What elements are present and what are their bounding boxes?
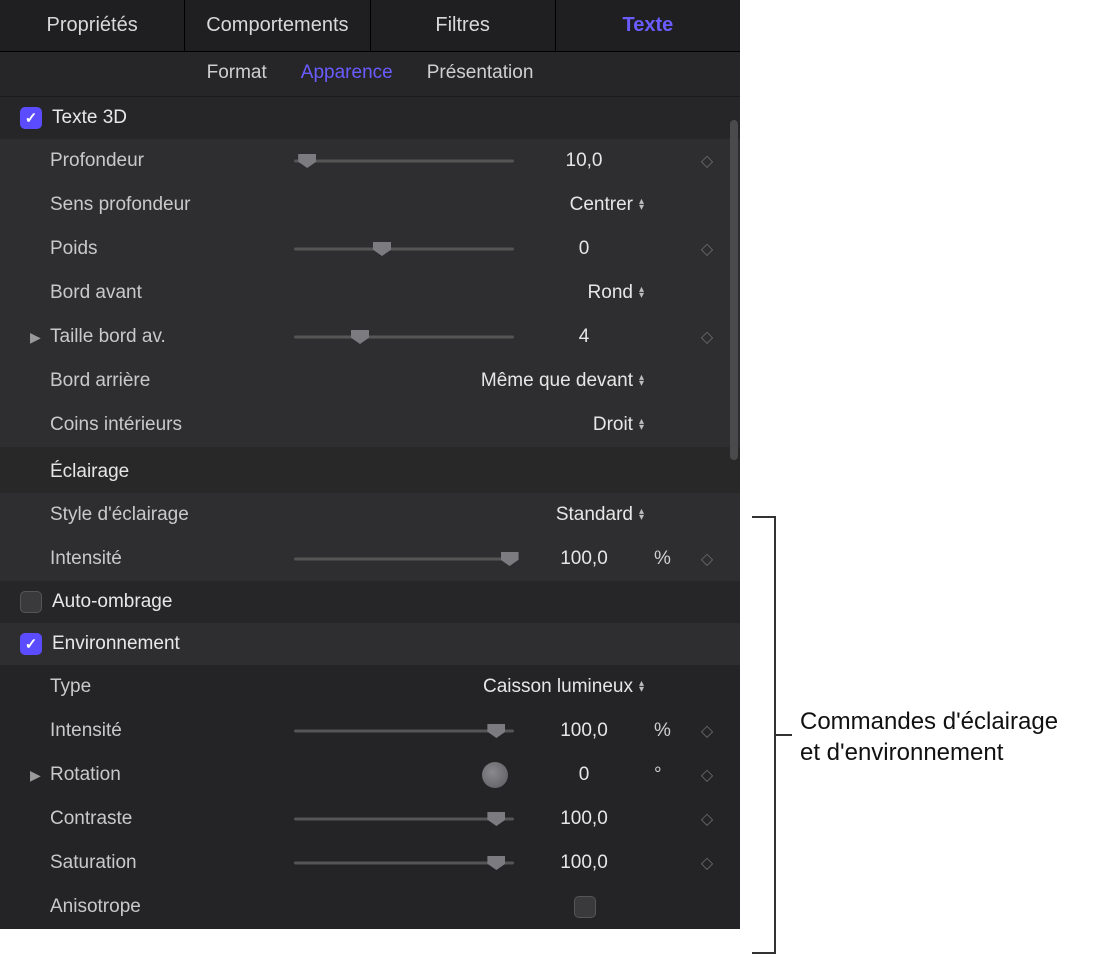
env-contraste-slider[interactable] — [294, 810, 514, 828]
profondeur-value[interactable]: 10,0 — [524, 150, 644, 172]
subtab-format[interactable]: Format — [207, 62, 267, 84]
row-bord-avant: Bord avant Rond — [0, 271, 740, 315]
popup-caret-icon — [639, 375, 644, 387]
env-saturation-value[interactable]: 100,0 — [524, 852, 644, 874]
row-style-eclairage: Style d'éclairage Standard — [0, 493, 740, 537]
bord-arriere-popup[interactable]: Même que devant — [481, 370, 644, 392]
auto-ombrage-checkbox[interactable] — [20, 591, 42, 613]
poids-value[interactable]: 0 — [524, 238, 644, 260]
tab-proprietes[interactable]: Propriétés — [0, 0, 185, 51]
eclairage-group: Style d'éclairage Standard Intensité 100… — [0, 493, 740, 581]
popup-caret-icon — [639, 681, 644, 693]
callout-bracket — [752, 516, 776, 954]
texte3d-section-header: Texte 3D — [0, 97, 740, 139]
environnement-label: Environnement — [52, 633, 180, 655]
percent-suffix: % — [654, 720, 682, 742]
row-poids: Poids 0 ◇ — [0, 227, 740, 271]
row-env-rotation: ▶ Rotation 0 ° ◇ — [0, 753, 740, 797]
row-coins-interieurs: Coins intérieurs Droit — [0, 403, 740, 447]
sens-profondeur-popup[interactable]: Centrer — [570, 194, 644, 216]
tab-filtres[interactable]: Filtres — [371, 0, 556, 51]
degree-suffix: ° — [654, 764, 682, 786]
disclosure-icon[interactable]: ▶ — [30, 329, 41, 346]
callout-stem — [776, 734, 792, 736]
env-saturation-slider[interactable] — [294, 854, 514, 872]
main-tabs: Propriétés Comportements Filtres Texte — [0, 0, 740, 52]
intensite-eclairage-label: Intensité — [50, 548, 240, 570]
row-env-contraste: Contraste 100,0 ◇ — [0, 797, 740, 841]
bord-avant-label: Bord avant — [50, 282, 240, 304]
row-env-anisotrope: Anisotrope — [0, 885, 740, 929]
taille-bord-av-value[interactable]: 4 — [524, 326, 644, 348]
row-bord-arriere: Bord arrière Même que devant — [0, 359, 740, 403]
popup-caret-icon — [639, 419, 644, 431]
keyframe-icon[interactable]: ◇ — [692, 765, 722, 785]
popup-caret-icon — [639, 509, 644, 521]
disclosure-icon[interactable]: ▶ — [30, 767, 41, 784]
environnement-group: Type Caisson lumineux Intensité 100,0 % … — [0, 665, 740, 929]
taille-bord-av-slider[interactable] — [294, 328, 514, 346]
env-contraste-value[interactable]: 100,0 — [524, 808, 644, 830]
coins-interieurs-label: Coins intérieurs — [50, 414, 240, 436]
env-type-popup[interactable]: Caisson lumineux — [483, 676, 644, 698]
texte3d-checkbox[interactable] — [20, 107, 42, 129]
tab-texte[interactable]: Texte — [556, 0, 740, 51]
poids-label: Poids — [50, 238, 240, 260]
keyframe-icon[interactable]: ◇ — [692, 327, 722, 347]
environnement-checkbox[interactable] — [20, 633, 42, 655]
texte3d-group: Profondeur 10,0 ◇ Sens profondeur Centre… — [0, 139, 740, 447]
row-env-type: Type Caisson lumineux — [0, 665, 740, 709]
keyframe-icon[interactable]: ◇ — [692, 721, 722, 741]
row-env-intensite: Intensité 100,0 % ◇ — [0, 709, 740, 753]
env-rotation-label: Rotation — [50, 764, 240, 786]
keyframe-icon[interactable]: ◇ — [692, 549, 722, 569]
row-profondeur: Profondeur 10,0 ◇ — [0, 139, 740, 183]
eclairage-title: Éclairage — [0, 447, 740, 493]
row-intensite-eclairage: Intensité 100,0 % ◇ — [0, 537, 740, 581]
env-anisotrope-checkbox[interactable] — [574, 896, 596, 918]
row-sens-profondeur: Sens profondeur Centrer — [0, 183, 740, 227]
style-eclairage-label: Style d'éclairage — [50, 504, 240, 526]
env-rotation-value[interactable]: 0 — [524, 764, 644, 786]
env-saturation-label: Saturation — [50, 852, 240, 874]
tab-comportements[interactable]: Comportements — [185, 0, 370, 51]
env-intensite-slider[interactable] — [294, 722, 514, 740]
popup-caret-icon — [639, 199, 644, 211]
keyframe-icon[interactable]: ◇ — [692, 239, 722, 259]
intensite-eclairage-slider[interactable] — [294, 550, 514, 568]
env-contraste-label: Contraste — [50, 808, 240, 830]
auto-ombrage-header: Auto-ombrage — [0, 581, 740, 623]
subtab-presentation[interactable]: Présentation — [427, 62, 534, 84]
keyframe-icon[interactable]: ◇ — [692, 809, 722, 829]
profondeur-label: Profondeur — [50, 150, 240, 172]
texte3d-label: Texte 3D — [52, 107, 127, 129]
sens-profondeur-label: Sens profondeur — [50, 194, 240, 216]
inspector-panel: Propriétés Comportements Filtres Texte F… — [0, 0, 740, 929]
style-eclairage-popup[interactable]: Standard — [556, 504, 644, 526]
environnement-header: Environnement — [0, 623, 740, 665]
taille-bord-av-label: Taille bord av. — [50, 326, 240, 348]
popup-caret-icon — [639, 287, 644, 299]
percent-suffix: % — [654, 548, 682, 570]
intensite-eclairage-value[interactable]: 100,0 — [524, 548, 644, 570]
row-taille-bord-av: ▶ Taille bord av. 4 ◇ — [0, 315, 740, 359]
bord-avant-popup[interactable]: Rond — [588, 282, 644, 304]
row-env-saturation: Saturation 100,0 ◇ — [0, 841, 740, 885]
env-anisotrope-label: Anisotrope — [50, 896, 240, 918]
coins-interieurs-popup[interactable]: Droit — [593, 414, 644, 436]
keyframe-icon[interactable]: ◇ — [692, 853, 722, 873]
env-intensite-label: Intensité — [50, 720, 240, 742]
scrollbar[interactable] — [730, 120, 738, 460]
profondeur-slider[interactable] — [294, 152, 514, 170]
rotation-dial[interactable] — [482, 762, 508, 788]
bord-arriere-label: Bord arrière — [50, 370, 240, 392]
sub-tabs: Format Apparence Présentation — [0, 52, 740, 97]
poids-slider[interactable] — [294, 240, 514, 258]
keyframe-icon[interactable]: ◇ — [692, 151, 722, 171]
subtab-apparence[interactable]: Apparence — [301, 62, 393, 84]
env-intensite-value[interactable]: 100,0 — [524, 720, 644, 742]
auto-ombrage-label: Auto-ombrage — [52, 591, 172, 613]
env-type-label: Type — [50, 676, 240, 698]
callout-text: Commandes d'éclairage et d'environnement — [800, 706, 1060, 768]
